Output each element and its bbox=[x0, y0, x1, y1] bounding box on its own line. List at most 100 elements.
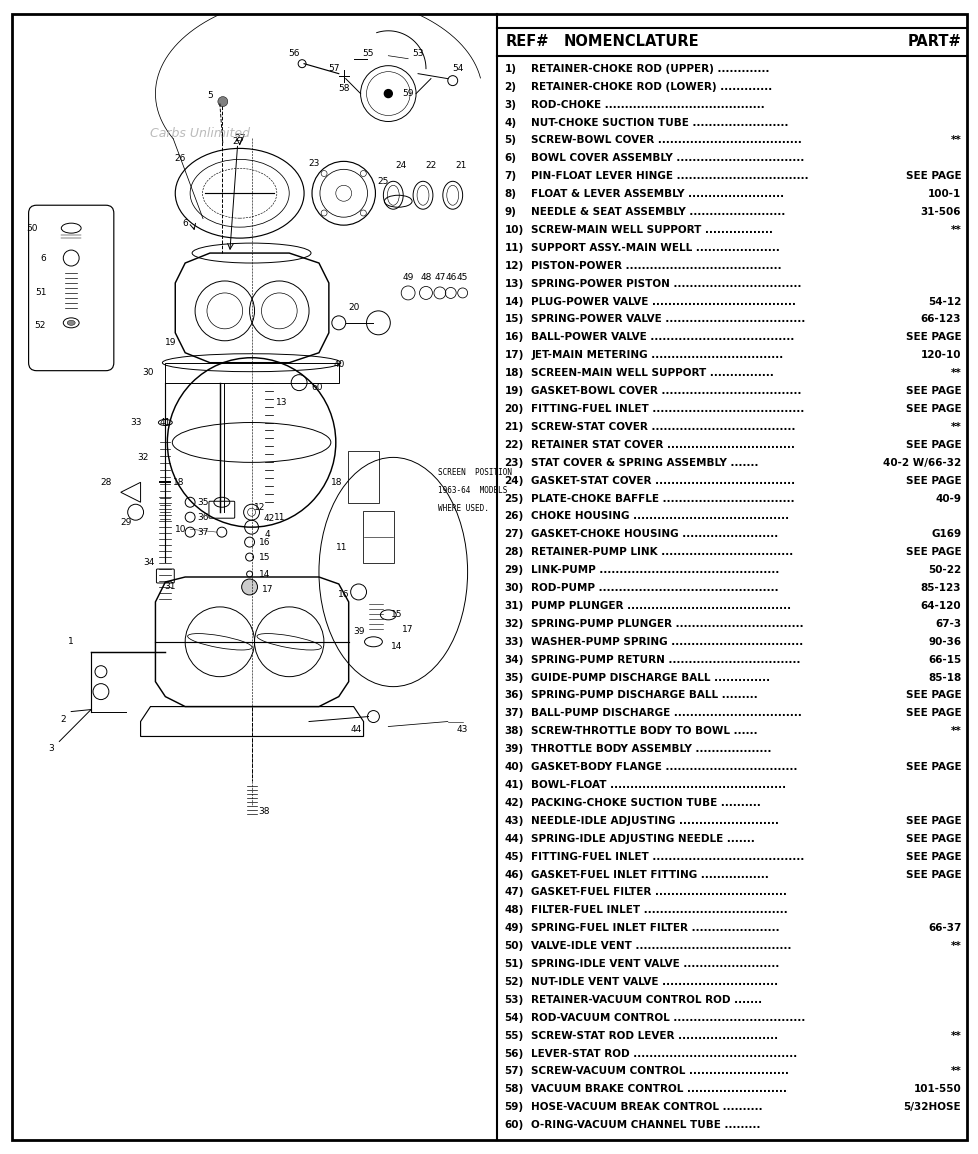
Text: 85-18: 85-18 bbox=[927, 673, 960, 682]
Text: RETAINER STAT COVER ................................: RETAINER STAT COVER ....................… bbox=[531, 440, 794, 450]
Text: 24): 24) bbox=[504, 475, 523, 486]
Text: SEE PAGE: SEE PAGE bbox=[905, 475, 960, 486]
Text: VALVE-IDLE VENT .......................................: VALVE-IDLE VENT ........................… bbox=[531, 942, 791, 951]
Text: 28): 28) bbox=[504, 547, 523, 557]
Text: **: ** bbox=[950, 422, 960, 432]
Text: 26): 26) bbox=[504, 511, 523, 522]
Text: SEE PAGE: SEE PAGE bbox=[905, 547, 960, 557]
Text: BOWL-FLOAT ............................................: BOWL-FLOAT .............................… bbox=[531, 780, 785, 790]
Text: SPRING-IDLE ADJUSTING NEEDLE .......: SPRING-IDLE ADJUSTING NEEDLE ....... bbox=[531, 833, 754, 844]
Text: GUIDE-PUMP DISCHARGE BALL ..............: GUIDE-PUMP DISCHARGE BALL .............. bbox=[531, 673, 770, 682]
Text: 42): 42) bbox=[504, 797, 523, 808]
Text: PLUG-POWER VALVE ....................................: PLUG-POWER VALVE .......................… bbox=[531, 297, 795, 307]
Text: SPRING-PUMP DISCHARGE BALL .........: SPRING-PUMP DISCHARGE BALL ......... bbox=[531, 690, 757, 700]
Text: SEE PAGE: SEE PAGE bbox=[905, 171, 960, 181]
Text: 11): 11) bbox=[504, 242, 523, 253]
Text: **: ** bbox=[950, 368, 960, 379]
Text: 2): 2) bbox=[504, 82, 515, 91]
Text: 7): 7) bbox=[504, 171, 516, 181]
Text: 60: 60 bbox=[311, 383, 323, 392]
Text: 45): 45) bbox=[504, 852, 523, 862]
Text: 11: 11 bbox=[335, 542, 347, 552]
Text: SPRING-FUEL INLET FILTER ......................: SPRING-FUEL INLET FILTER ...............… bbox=[531, 923, 779, 934]
Text: 41: 41 bbox=[159, 418, 171, 427]
Text: SEE PAGE: SEE PAGE bbox=[905, 816, 960, 826]
Text: 39): 39) bbox=[504, 744, 523, 755]
Text: 5: 5 bbox=[207, 91, 212, 100]
Text: 85-123: 85-123 bbox=[920, 583, 960, 593]
Text: 44): 44) bbox=[504, 833, 523, 844]
Text: 14): 14) bbox=[504, 297, 523, 307]
Text: SPRING-PUMP PLUNGER ................................: SPRING-PUMP PLUNGER ....................… bbox=[531, 619, 803, 629]
Text: NEEDLE-IDLE ADJUSTING .........................: NEEDLE-IDLE ADJUSTING ..................… bbox=[531, 816, 778, 826]
Text: STAT COVER & SPRING ASSEMBLY .......: STAT COVER & SPRING ASSEMBLY ....... bbox=[531, 458, 758, 467]
Text: NOMENCLATURE: NOMENCLATURE bbox=[562, 35, 698, 50]
Text: 50): 50) bbox=[504, 942, 523, 951]
Text: 43: 43 bbox=[457, 725, 467, 734]
Text: 9): 9) bbox=[504, 207, 515, 217]
Text: 38): 38) bbox=[504, 726, 523, 736]
Text: 47): 47) bbox=[504, 887, 523, 898]
Text: 13): 13) bbox=[504, 278, 523, 288]
Text: FLOAT & LEVER ASSEMBLY ........................: FLOAT & LEVER ASSEMBLY .................… bbox=[531, 189, 783, 200]
Text: SEE PAGE: SEE PAGE bbox=[905, 404, 960, 414]
Text: 39: 39 bbox=[352, 628, 364, 636]
Text: 23: 23 bbox=[308, 159, 320, 167]
Text: 46: 46 bbox=[445, 273, 456, 283]
Ellipse shape bbox=[67, 321, 75, 325]
Text: RETAINER-PUMP LINK .................................: RETAINER-PUMP LINK .....................… bbox=[531, 547, 793, 557]
Text: LINK-PUMP .............................................: LINK-PUMP ..............................… bbox=[531, 565, 778, 575]
Text: 8): 8) bbox=[504, 189, 515, 200]
Text: 36): 36) bbox=[504, 690, 523, 700]
Text: PART#: PART# bbox=[907, 35, 960, 50]
Text: 37): 37) bbox=[504, 709, 523, 719]
Text: 29): 29) bbox=[504, 565, 523, 575]
Text: NEEDLE & SEAT ASSEMBLY ........................: NEEDLE & SEAT ASSEMBLY .................… bbox=[531, 207, 785, 217]
Text: RETAINER-VACUUM CONTROL ROD .......: RETAINER-VACUUM CONTROL ROD ....... bbox=[531, 995, 762, 1005]
Text: 17: 17 bbox=[402, 625, 414, 635]
Text: PISTON-POWER .......................................: PISTON-POWER ...........................… bbox=[531, 261, 781, 271]
Text: 22): 22) bbox=[504, 440, 523, 450]
Text: 42: 42 bbox=[263, 514, 275, 523]
Text: 30): 30) bbox=[504, 583, 523, 593]
Text: 56): 56) bbox=[504, 1049, 523, 1058]
Text: 47: 47 bbox=[433, 273, 445, 283]
Text: 48: 48 bbox=[420, 273, 431, 283]
Text: PIN-FLOAT LEVER HINGE .................................: PIN-FLOAT LEVER HINGE ..................… bbox=[531, 171, 808, 181]
Text: JET-MAIN METERING .................................: JET-MAIN METERING ......................… bbox=[531, 351, 782, 360]
Text: 35): 35) bbox=[504, 673, 523, 682]
Text: 35: 35 bbox=[197, 497, 208, 507]
Text: 6): 6) bbox=[504, 153, 515, 164]
Text: SEE PAGE: SEE PAGE bbox=[905, 869, 960, 879]
Text: NUT-CHOKE SUCTION TUBE ........................: NUT-CHOKE SUCTION TUBE .................… bbox=[531, 118, 788, 127]
Text: SCREW-STAT COVER ....................................: SCREW-STAT COVER .......................… bbox=[531, 422, 795, 432]
Text: ROD-VACUUM CONTROL .................................: ROD-VACUUM CONTROL .....................… bbox=[531, 1013, 805, 1022]
Text: SCREW-STAT ROD LEVER .........................: SCREW-STAT ROD LEVER ...................… bbox=[531, 1031, 778, 1041]
Text: 52: 52 bbox=[34, 321, 45, 330]
Text: 27): 27) bbox=[504, 530, 523, 539]
Text: WASHER-PUMP SPRING .................................: WASHER-PUMP SPRING .....................… bbox=[531, 637, 803, 646]
Text: 14: 14 bbox=[390, 643, 402, 651]
Text: PLATE-CHOKE BAFFLE .................................: PLATE-CHOKE BAFFLE .....................… bbox=[531, 494, 794, 503]
Text: SEE PAGE: SEE PAGE bbox=[905, 852, 960, 862]
Text: **: ** bbox=[950, 1066, 960, 1077]
Circle shape bbox=[242, 579, 257, 595]
Text: 100-1: 100-1 bbox=[927, 189, 960, 200]
Text: SCREW-MAIN WELL SUPPORT .................: SCREW-MAIN WELL SUPPORT ................… bbox=[531, 225, 773, 235]
Text: 54: 54 bbox=[452, 65, 463, 73]
Text: 10): 10) bbox=[504, 225, 523, 235]
Text: SPRING-POWER PISTON ................................: SPRING-POWER PISTON ....................… bbox=[531, 278, 801, 288]
Text: 36: 36 bbox=[197, 512, 208, 522]
Text: 33: 33 bbox=[130, 418, 141, 427]
Text: 66-15: 66-15 bbox=[927, 654, 960, 665]
Text: 58: 58 bbox=[337, 84, 349, 93]
Text: 17): 17) bbox=[504, 351, 523, 360]
Text: PACKING-CHOKE SUCTION TUBE ..........: PACKING-CHOKE SUCTION TUBE .......... bbox=[531, 797, 761, 808]
Text: SEE PAGE: SEE PAGE bbox=[905, 762, 960, 772]
Text: 60): 60) bbox=[504, 1121, 523, 1130]
Text: 101-550: 101-550 bbox=[912, 1085, 960, 1094]
Text: ROD-CHOKE ........................................: ROD-CHOKE ..............................… bbox=[531, 99, 764, 110]
Text: 32: 32 bbox=[137, 452, 148, 462]
Text: 51): 51) bbox=[504, 959, 523, 969]
Text: 14: 14 bbox=[258, 570, 270, 578]
